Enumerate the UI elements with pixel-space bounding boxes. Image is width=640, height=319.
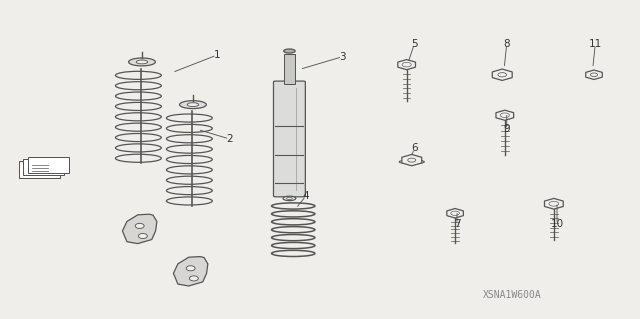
Text: 1: 1 <box>214 50 220 60</box>
FancyBboxPatch shape <box>284 54 294 84</box>
Ellipse shape <box>188 103 198 107</box>
Text: 10: 10 <box>550 219 564 229</box>
FancyBboxPatch shape <box>28 157 69 173</box>
Ellipse shape <box>284 49 295 53</box>
Text: 6: 6 <box>411 144 418 153</box>
Ellipse shape <box>283 196 296 201</box>
Text: 4: 4 <box>303 191 309 201</box>
Text: 2: 2 <box>226 134 233 144</box>
FancyBboxPatch shape <box>19 161 60 178</box>
FancyBboxPatch shape <box>23 159 65 175</box>
Text: 3: 3 <box>339 52 346 62</box>
Ellipse shape <box>129 58 156 66</box>
FancyBboxPatch shape <box>273 81 305 197</box>
Polygon shape <box>122 214 157 244</box>
Text: 7: 7 <box>454 219 460 229</box>
Polygon shape <box>173 256 208 286</box>
Text: 5: 5 <box>411 39 418 49</box>
Text: 9: 9 <box>504 124 510 135</box>
Ellipse shape <box>138 234 147 239</box>
Ellipse shape <box>186 266 195 271</box>
Ellipse shape <box>180 101 206 108</box>
Ellipse shape <box>135 223 144 228</box>
Ellipse shape <box>399 160 424 164</box>
Text: 11: 11 <box>589 39 602 49</box>
Ellipse shape <box>136 60 148 64</box>
Text: XSNA1W600A: XSNA1W600A <box>483 290 541 300</box>
Text: 8: 8 <box>504 39 510 49</box>
Ellipse shape <box>189 276 198 281</box>
